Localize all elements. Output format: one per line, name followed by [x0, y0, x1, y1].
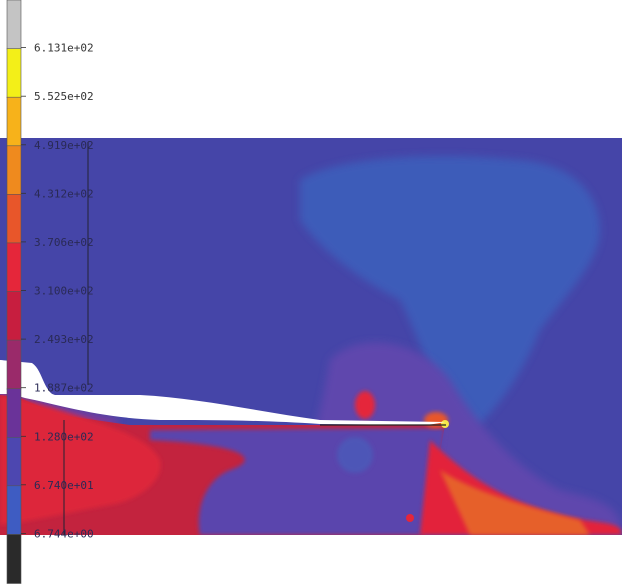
red-hot-zone	[0, 395, 161, 525]
legend-swatch	[6, 145, 22, 196]
legend-label: 3.100e+02	[34, 285, 94, 298]
legend-swatch	[6, 339, 22, 390]
lower-body	[0, 395, 622, 535]
legend-swatch	[6, 0, 22, 50]
legend-swatch	[6, 242, 22, 293]
cool-spot	[337, 437, 373, 473]
legend-swatch	[6, 96, 22, 147]
legend-label: 5.525e+02	[34, 90, 94, 103]
legend-swatch	[6, 388, 22, 439]
legend-label: 2.493e+02	[34, 333, 94, 346]
hot-spot-lower	[406, 514, 414, 522]
legend-label: 1.887e+02	[34, 382, 94, 395]
hot-spot-upper	[355, 391, 375, 419]
legend-label: 1.280e+02	[34, 430, 94, 443]
low-stress-zone	[300, 156, 600, 440]
legend-swatch	[6, 534, 22, 584]
legend-label: 4.312e+02	[34, 187, 94, 200]
legend-label: 6.740e+01	[34, 479, 94, 492]
legend-label: 4.919e+02	[34, 139, 94, 152]
orange-flank-zone	[440, 470, 590, 535]
legend-swatch	[6, 194, 22, 244]
legend-swatch	[6, 485, 22, 536]
legend-label: 6.131e+02	[34, 42, 94, 55]
color-legend-labels: 6.131e+02 5.525e+02 4.919e+02 4.312e+02 3.70…	[21, 42, 94, 540]
cut-gap	[0, 360, 445, 425]
tool-tip-max	[441, 420, 449, 428]
legend-swatch	[6, 48, 22, 98]
legend-swatch	[6, 436, 22, 487]
legend-swatch	[6, 291, 22, 341]
legend-label: 6.744e+00	[34, 527, 94, 540]
bottom-margin	[0, 535, 622, 585]
legend-label: 3.706e+02	[34, 236, 94, 249]
color-legend-bar	[6, 0, 22, 584]
